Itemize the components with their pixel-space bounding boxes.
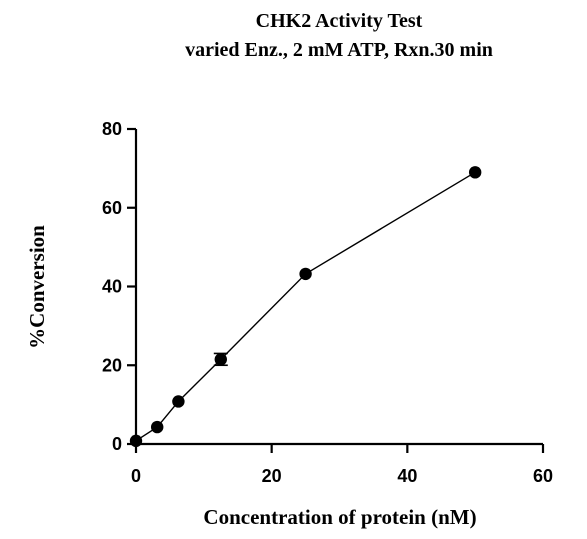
x-axis-label: Concentration of protein (nM)	[203, 505, 476, 529]
data-point	[299, 267, 312, 281]
plot-area: 0 20 40 60 80 0 20 40 60	[102, 119, 553, 486]
y-tick-label: 20	[102, 355, 122, 375]
chart-subtitle: varied Enz., 2 mM ATP, Rxn.30 min	[185, 39, 493, 61]
y-tick-label: 40	[102, 277, 122, 297]
data-point	[468, 166, 482, 179]
y-tick-label: 60	[102, 198, 122, 218]
data-point	[150, 420, 164, 434]
data-point	[214, 353, 227, 366]
x-tick-label: 40	[397, 466, 417, 486]
x-tick-label: 0	[131, 466, 141, 486]
y-tick-label: 0	[112, 434, 122, 454]
chart-title: CHK2 Activity Test	[256, 10, 423, 32]
data-point	[172, 395, 185, 408]
data-point	[129, 434, 143, 448]
y-tick-label: 80	[102, 119, 122, 139]
y-axis-label: %Conversion	[25, 225, 49, 349]
x-tick-label: 60	[533, 466, 553, 486]
x-tick-label: 20	[262, 466, 282, 486]
series-line	[135, 171, 476, 442]
